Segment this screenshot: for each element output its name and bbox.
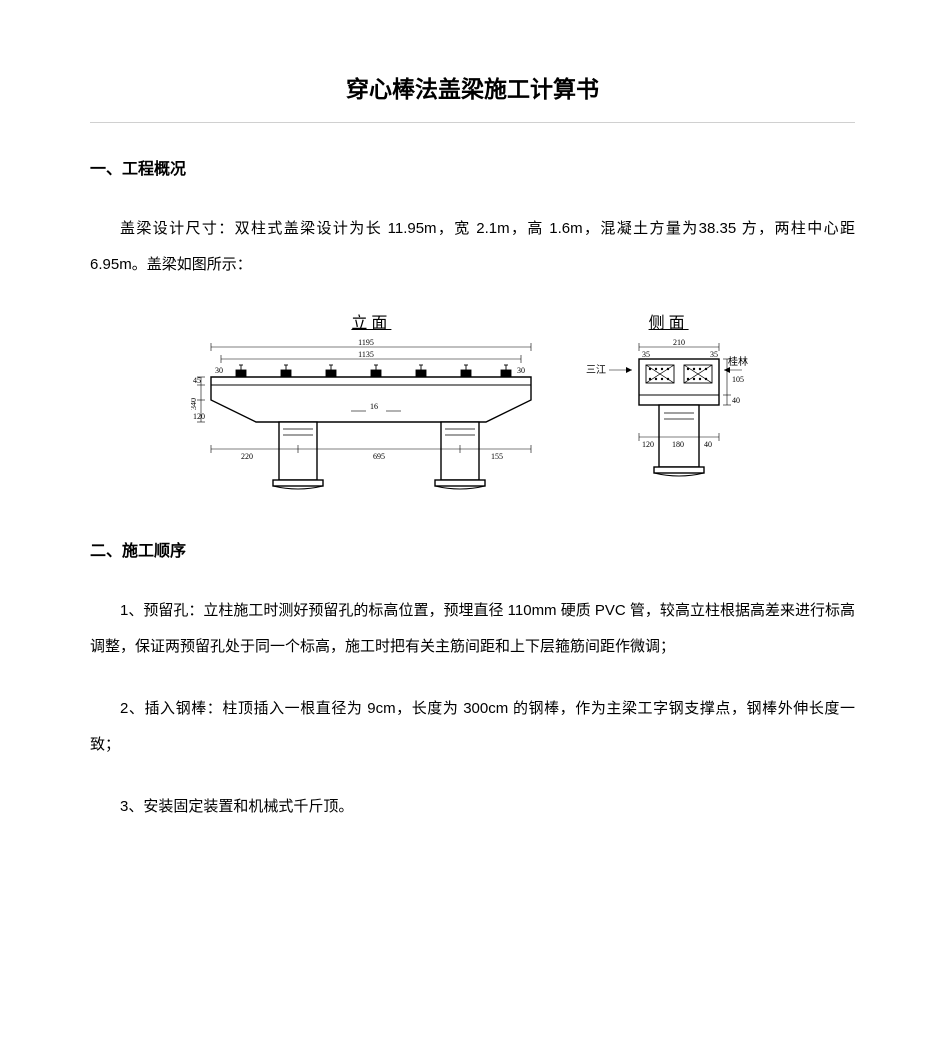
side-left-annot: 三江 bbox=[586, 364, 606, 376]
title-divider bbox=[90, 122, 855, 123]
side-drawing: 210 三江 桂林 bbox=[584, 337, 754, 507]
svg-text:220: 220 bbox=[241, 452, 253, 461]
svg-text:105: 105 bbox=[732, 375, 744, 384]
svg-text:40: 40 bbox=[732, 396, 740, 405]
section-2-p1: 1、预留孔：立柱施工时测好预留孔的标高位置，预埋直径 110mm 硬质 PVC … bbox=[90, 593, 855, 665]
elevation-label: 立面 bbox=[191, 309, 551, 333]
svg-text:16: 16 bbox=[370, 402, 378, 411]
svg-text:120: 120 bbox=[642, 440, 654, 449]
svg-text:45: 45 bbox=[193, 376, 201, 385]
page-title: 穿心棒法盖梁施工计算书 bbox=[90, 70, 855, 104]
svg-text:30: 30 bbox=[215, 366, 223, 375]
svg-text:1135: 1135 bbox=[359, 350, 375, 359]
svg-text:155: 155 bbox=[491, 452, 503, 461]
svg-text:210: 210 bbox=[673, 338, 685, 347]
section-2-heading: 二、施工顺序 bbox=[90, 537, 855, 561]
svg-text:35: 35 bbox=[710, 350, 718, 359]
svg-text:180: 180 bbox=[672, 440, 684, 449]
svg-text:40: 40 bbox=[704, 440, 712, 449]
elevation-drawing: 1195 1135 30 30 bbox=[191, 337, 551, 507]
svg-text:120: 120 bbox=[193, 412, 205, 421]
section-1-paragraph: 盖梁设计尺寸：双柱式盖梁设计为长 11.95m，宽 2.1m，高 1.6m，混凝… bbox=[90, 211, 855, 283]
svg-text:340: 340 bbox=[191, 398, 198, 410]
svg-text:35: 35 bbox=[642, 350, 650, 359]
section-2-p3: 3、安装固定装置和机械式千斤顶。 bbox=[90, 789, 855, 825]
beam-figure: 立面 1195 1135 30 30 bbox=[90, 309, 855, 507]
section-2-p2: 2、插入钢棒：柱顶插入一根直径为 9cm，长度为 300cm 的钢棒，作为主梁工… bbox=[90, 691, 855, 763]
section-1-heading: 一、工程概况 bbox=[90, 155, 855, 179]
side-label: 侧面 bbox=[584, 309, 754, 333]
side-right-annot: 桂林 bbox=[728, 355, 748, 368]
svg-text:30: 30 bbox=[517, 366, 525, 375]
svg-text:1195: 1195 bbox=[359, 338, 375, 347]
svg-text:695: 695 bbox=[373, 452, 385, 461]
